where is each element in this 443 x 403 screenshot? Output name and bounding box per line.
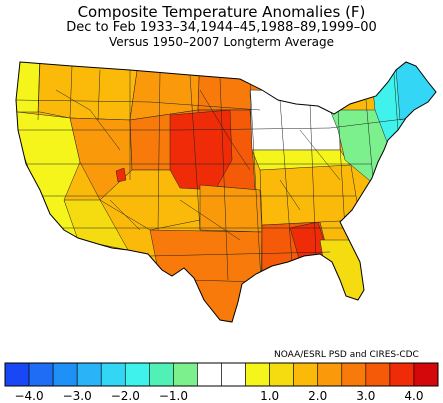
legend-tick-label: 1.0 <box>260 389 279 403</box>
region-texas <box>149 229 263 322</box>
region-nevada-hotspot <box>115 167 127 183</box>
legend-tick-label: −2.0 <box>111 389 140 403</box>
legend-swatch <box>221 362 246 387</box>
region-great-lakes <box>249 89 341 151</box>
legend-swatch <box>4 362 30 387</box>
legend-swatch <box>317 362 343 387</box>
climate-division-borders <box>16 62 413 301</box>
legend-swatch <box>149 362 174 387</box>
region-ohio-valley <box>251 149 351 171</box>
legend-tick-label: 4.0 <box>404 389 423 403</box>
legend-swatch <box>173 362 198 387</box>
region-northern-rockies <box>129 62 201 121</box>
legend-swatch <box>365 362 391 387</box>
legend-swatch <box>76 362 102 387</box>
legend-swatch <box>341 362 367 387</box>
legend-tick-label: 2.0 <box>308 389 327 403</box>
legend-swatch <box>197 362 222 387</box>
comparison-period: Versus 1950–2007 Longterm Average <box>108 35 335 49</box>
map-subtitle: Dec to Feb 1933–34,1944–45,1988–89,1999–… <box>66 20 377 35</box>
color-scale-legend: −4.0 −3.0 −2.0 −1.0 1.0 2.0 3.0 4.0 <box>4 362 439 403</box>
data-credit: NOAA/ESRL PSD and CIRES-CDC <box>274 350 419 360</box>
legend-tick-label: −3.0 <box>63 389 92 403</box>
legend-swatch <box>100 362 126 387</box>
region-southern-plains <box>199 184 263 233</box>
legend-swatch <box>245 362 270 387</box>
region-california <box>16 109 81 241</box>
legend-swatch <box>124 362 150 387</box>
map-title: Composite Temperature Anomalies (F) <box>77 3 366 21</box>
legend-swatch <box>413 362 439 387</box>
legend-swatch <box>389 362 415 387</box>
legend-swatch <box>52 362 78 387</box>
region-florida <box>319 239 371 311</box>
legend-swatch <box>293 362 319 387</box>
legend-tick-label: 3.0 <box>356 389 375 403</box>
legend-swatch <box>269 362 294 387</box>
us-anomaly-map <box>15 61 437 323</box>
legend-tick-label: −4.0 <box>14 389 43 403</box>
legend-tick-label: −1.0 <box>159 389 188 403</box>
legend-frame <box>4 362 439 387</box>
legend-swatch <box>28 362 54 387</box>
region-southeast <box>259 159 361 226</box>
region-washington-coast <box>16 62 41 113</box>
